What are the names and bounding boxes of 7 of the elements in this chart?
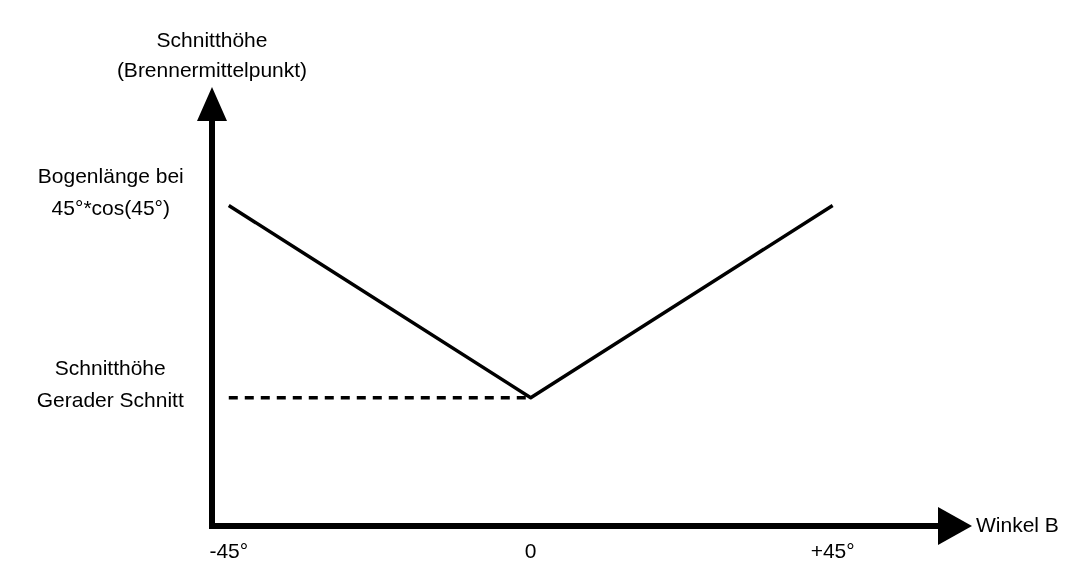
annotation: Schnitthöhe Gerader Schnitt xyxy=(36,356,184,412)
x-axis-title: Winkel B xyxy=(976,512,1059,536)
annotation: Bogenlänge bei 45°*cos(45°) xyxy=(37,164,184,220)
text: Schnitthöhe (Brennermittelpunkt) xyxy=(116,27,308,81)
x-tick-label: -45° xyxy=(209,539,249,563)
x-tick-label: 0 xyxy=(524,539,537,563)
x-tick-label: +45° xyxy=(810,539,855,563)
